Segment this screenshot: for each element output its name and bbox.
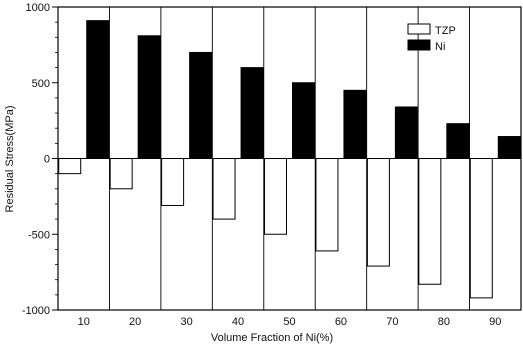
y-axis-title: Residual Stress(MPa) — [4, 106, 16, 213]
bar-tzp — [264, 158, 287, 235]
bar-tzp — [109, 158, 133, 190]
bar-tzp — [161, 158, 185, 206]
x-axis-title: Volume Fraction of Ni(%) — [211, 332, 333, 344]
bar-ni — [189, 51, 213, 160]
bar-ni — [446, 123, 470, 159]
category-separators — [58, 7, 521, 310]
x-tick-label: 60 — [335, 316, 347, 328]
bar-tzp — [469, 158, 493, 299]
bar-ni — [343, 89, 367, 159]
y-axis: -1000 -500 0 500 1000 — [22, 2, 58, 317]
x-tick-label: 80 — [438, 316, 450, 328]
bars — [58, 20, 521, 299]
bar-tzp — [212, 158, 236, 220]
y-tick-label: -500 — [28, 229, 50, 241]
x-tick-label: 20 — [129, 316, 141, 328]
legend-label-ni: Ni — [435, 41, 445, 53]
bar-ni — [86, 20, 110, 160]
x-tick-label: 90 — [489, 316, 501, 328]
legend-label-tzp: TZP — [435, 25, 456, 37]
bar-ni — [497, 136, 521, 160]
legend-swatch-tzp — [407, 23, 431, 35]
bar-ni — [292, 82, 315, 159]
bar-tzp — [366, 158, 390, 267]
bar-tzp — [58, 158, 82, 175]
x-tick-label: 50 — [283, 316, 295, 328]
legend-swatch-ni — [407, 39, 431, 51]
x-tick-label: 40 — [232, 316, 244, 328]
bar-ni — [394, 106, 418, 159]
x-tick-label: 10 — [78, 316, 90, 328]
bar-tzp — [418, 158, 442, 285]
x-tick-label: 30 — [180, 316, 192, 328]
x-tick-label: 70 — [386, 316, 398, 328]
bar-tzp — [315, 158, 339, 252]
y-tick-label: 500 — [32, 78, 50, 90]
y-tick-label: 1000 — [26, 2, 50, 14]
y-tick-label: -1000 — [22, 305, 50, 317]
x-axis: 10 20 30 40 50 60 70 80 90 — [78, 316, 502, 328]
bar-ni — [137, 35, 161, 159]
bar-ni — [240, 67, 264, 159]
y-tick-label: 0 — [44, 154, 50, 166]
legend: TZP Ni — [407, 23, 456, 53]
